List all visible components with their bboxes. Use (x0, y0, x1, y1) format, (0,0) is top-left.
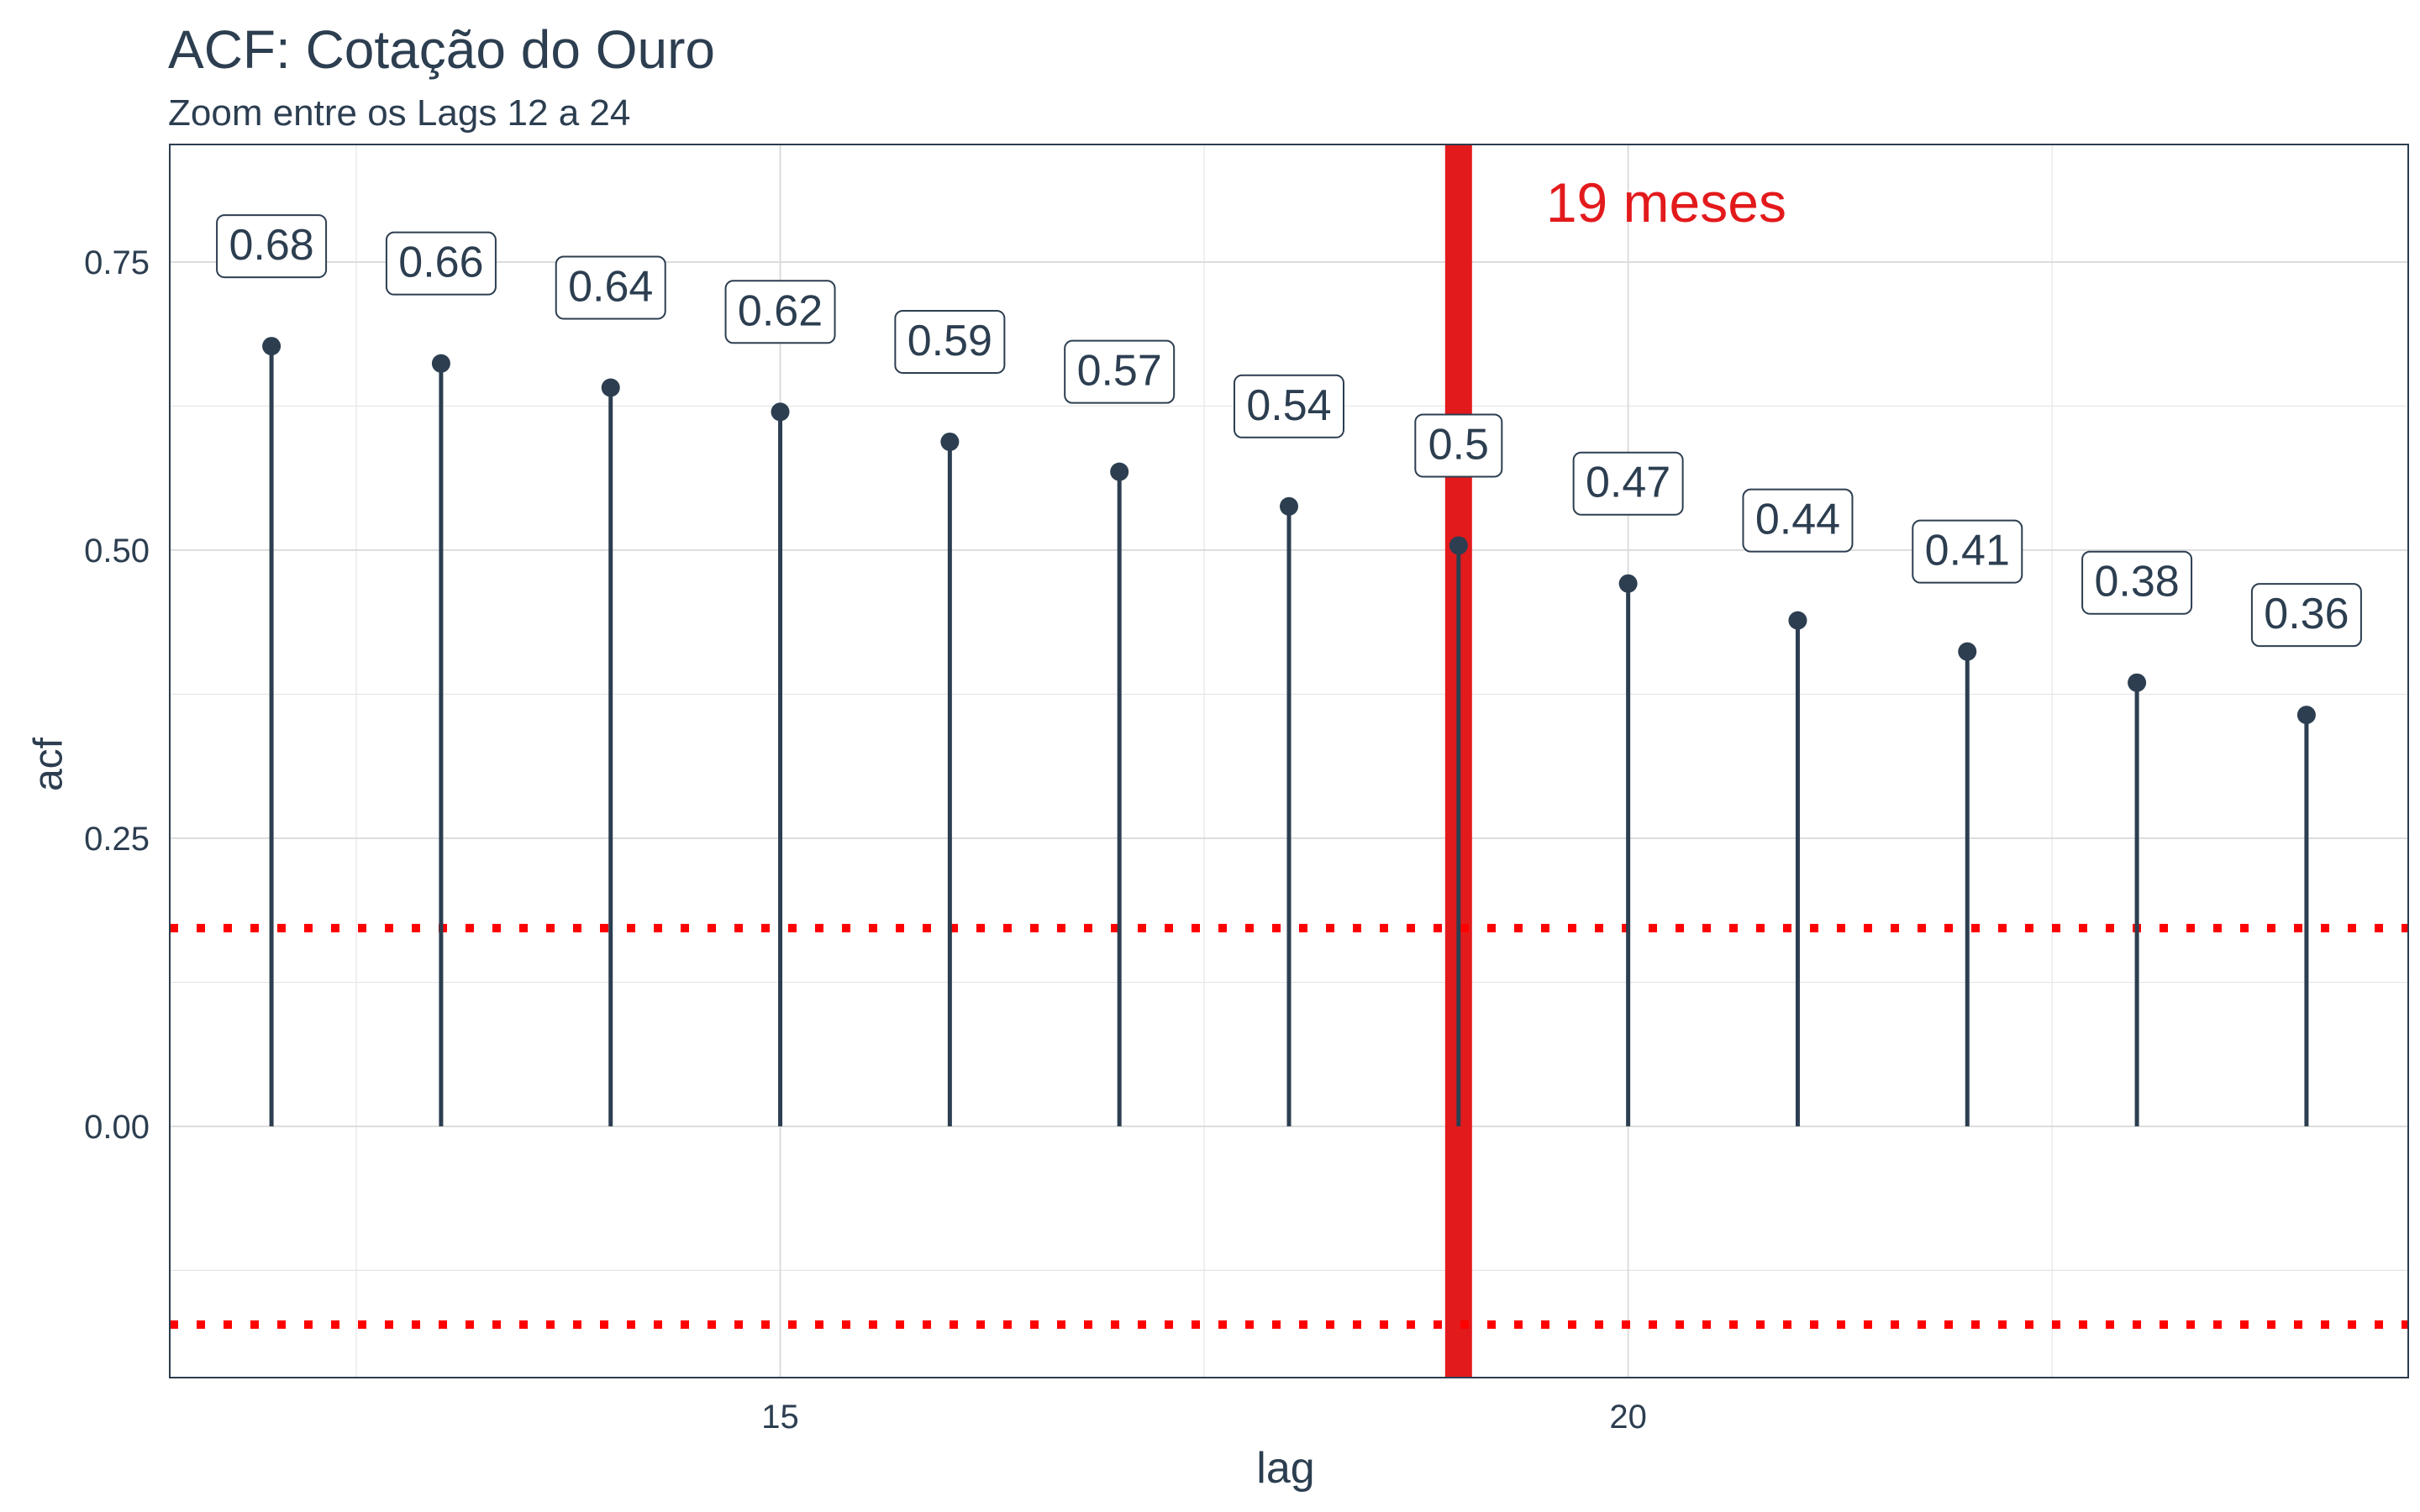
value-label: 0.41 (1925, 527, 2010, 575)
value-label: 0.66 (398, 239, 483, 287)
value-label: 0.62 (738, 286, 823, 335)
acf-point (431, 354, 450, 373)
value-label-box (1234, 374, 1344, 438)
value-label-box (1912, 519, 2023, 584)
value-label-box (1572, 451, 1684, 516)
acf-point (1618, 574, 1638, 593)
value-label-box (2250, 583, 2362, 648)
acf-point (771, 402, 790, 422)
y-tick-label: 0.75 (84, 244, 150, 281)
value-label: 0.36 (2264, 590, 2349, 638)
acf-point (1110, 462, 1129, 481)
value-label-box (894, 309, 1006, 374)
x-axis-label: lag (1256, 1444, 1315, 1493)
highlight-annotation: 19 meses (1546, 171, 1786, 234)
acf-point (262, 337, 281, 356)
value-label-box (2081, 550, 2193, 615)
y-tick-label: 0.50 (84, 533, 150, 570)
value-label-box (1064, 339, 1176, 404)
x-tick-label: 20 (1609, 1399, 1647, 1436)
acf-point (2296, 706, 2316, 725)
x-tick-label: 15 (761, 1399, 799, 1436)
chart-subtitle: Zoom entre os Lags 12 a 24 (168, 92, 631, 134)
acf-point (1280, 496, 1298, 516)
value-label: 0.5 (1428, 420, 1489, 469)
value-label-box (1414, 413, 1503, 478)
acf-point (601, 378, 620, 397)
value-label: 0.44 (1755, 496, 1840, 544)
value-label: 0.59 (908, 317, 992, 365)
value-label: 0.64 (568, 262, 653, 311)
value-label-box (1742, 488, 1854, 553)
y-tick-label: 0.00 (84, 1109, 150, 1146)
value-label-box (555, 255, 666, 320)
value-label: 0.54 (1246, 381, 1331, 430)
y-tick-label: 0.25 (84, 821, 150, 858)
acf-point (1788, 611, 1807, 630)
acf-point (1958, 642, 1977, 661)
acf-point (1449, 536, 1468, 555)
value-label-box (385, 231, 497, 296)
value-label-box (724, 280, 836, 344)
panel-border (169, 144, 2409, 1378)
chart-title: ACF: Cotação do Ouro (168, 19, 715, 80)
value-label: 0.38 (2094, 558, 2179, 606)
acf-point (2128, 673, 2147, 692)
value-label: 0.68 (229, 221, 313, 270)
value-label-box (216, 214, 328, 279)
value-label: 0.57 (1077, 347, 1162, 396)
acf-point (940, 432, 960, 451)
value-label: 0.47 (1586, 459, 1670, 507)
